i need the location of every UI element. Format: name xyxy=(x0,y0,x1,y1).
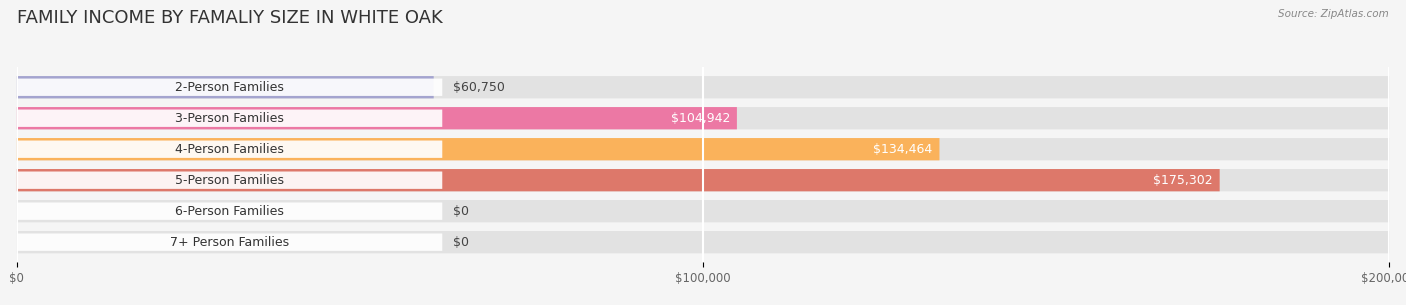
Text: 5-Person Families: 5-Person Families xyxy=(176,174,284,187)
Text: 2-Person Families: 2-Person Families xyxy=(176,81,284,94)
FancyBboxPatch shape xyxy=(17,109,443,127)
FancyBboxPatch shape xyxy=(17,141,443,158)
FancyBboxPatch shape xyxy=(17,169,1389,191)
FancyBboxPatch shape xyxy=(17,231,1389,253)
FancyBboxPatch shape xyxy=(17,200,1389,222)
Text: 4-Person Families: 4-Person Families xyxy=(176,143,284,156)
Text: 7+ Person Families: 7+ Person Families xyxy=(170,236,290,249)
FancyBboxPatch shape xyxy=(17,76,1389,99)
FancyBboxPatch shape xyxy=(17,234,443,251)
FancyBboxPatch shape xyxy=(17,107,1389,129)
Text: $0: $0 xyxy=(453,205,470,218)
FancyBboxPatch shape xyxy=(17,76,433,99)
Text: $0: $0 xyxy=(453,236,470,249)
FancyBboxPatch shape xyxy=(17,169,1219,191)
Text: $60,750: $60,750 xyxy=(453,81,505,94)
Text: $104,942: $104,942 xyxy=(671,112,730,125)
FancyBboxPatch shape xyxy=(17,171,443,189)
Text: 3-Person Families: 3-Person Families xyxy=(176,112,284,125)
Text: FAMILY INCOME BY FAMALIY SIZE IN WHITE OAK: FAMILY INCOME BY FAMALIY SIZE IN WHITE O… xyxy=(17,9,443,27)
FancyBboxPatch shape xyxy=(17,138,1389,160)
Text: Source: ZipAtlas.com: Source: ZipAtlas.com xyxy=(1278,9,1389,19)
FancyBboxPatch shape xyxy=(17,138,939,160)
FancyBboxPatch shape xyxy=(17,79,443,96)
Text: $134,464: $134,464 xyxy=(873,143,932,156)
Text: $175,302: $175,302 xyxy=(1153,174,1213,187)
FancyBboxPatch shape xyxy=(17,107,737,129)
Text: 6-Person Families: 6-Person Families xyxy=(176,205,284,218)
FancyBboxPatch shape xyxy=(17,203,443,220)
